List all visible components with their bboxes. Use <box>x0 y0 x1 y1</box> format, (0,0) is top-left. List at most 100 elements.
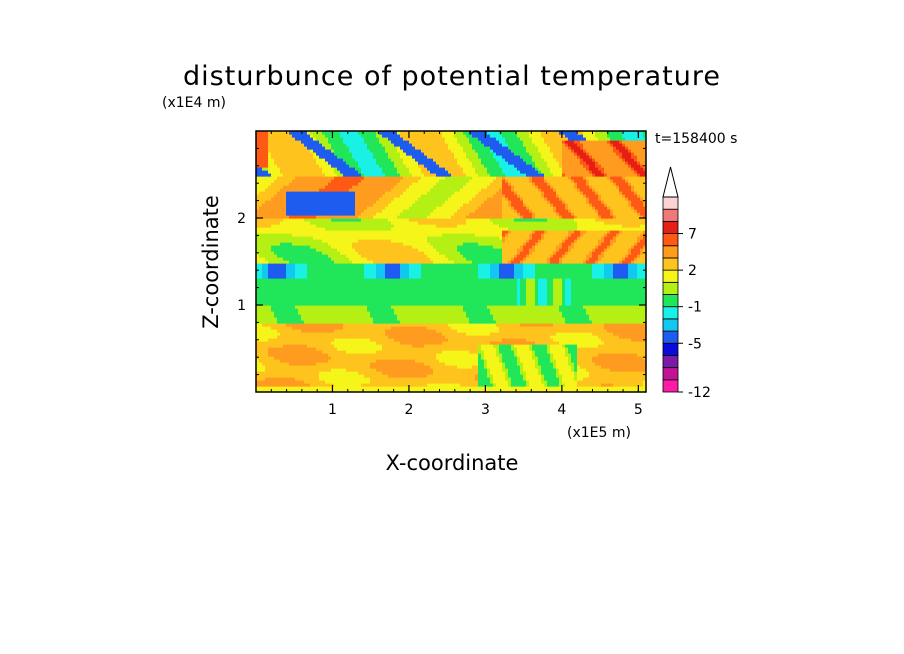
contour-cell <box>556 365 560 369</box>
contour-cell <box>337 365 341 369</box>
contour-cell <box>394 296 398 300</box>
contour-cell <box>283 323 287 327</box>
contour-cell <box>535 383 539 387</box>
contour-cell <box>577 344 581 348</box>
contour-cell <box>562 362 566 366</box>
contour-cell <box>628 371 632 375</box>
contour-cell <box>460 332 464 336</box>
contour-cell <box>484 377 488 381</box>
contour-cell <box>397 365 401 369</box>
contour-cell <box>529 347 533 351</box>
contour-cell <box>640 356 644 360</box>
contour-cell <box>478 347 482 351</box>
contour-cell <box>310 296 314 300</box>
contour-cell <box>277 359 281 363</box>
contour-cell <box>574 302 578 306</box>
contour-cell <box>295 311 299 315</box>
contour-cell <box>391 389 395 392</box>
contour-cell <box>331 362 335 366</box>
contour-cell <box>361 347 365 351</box>
contour-cell <box>265 362 269 366</box>
contour-cell <box>463 386 467 390</box>
contour-cell <box>586 374 590 378</box>
contour-cell <box>289 302 293 306</box>
contour-cell <box>316 356 320 360</box>
contour-cell <box>619 359 623 363</box>
contour-cell <box>343 320 347 324</box>
contour-cell <box>628 293 632 297</box>
contour-cell <box>433 302 437 306</box>
contour-cell <box>403 314 407 318</box>
contour-cell <box>574 374 578 378</box>
contour-cell <box>577 377 581 381</box>
contour-cell <box>622 380 626 384</box>
contour-cell <box>385 368 389 372</box>
contour-cell <box>508 326 512 330</box>
contour-cell <box>595 359 599 363</box>
contour-cell <box>259 338 263 342</box>
contour-cell <box>409 368 413 372</box>
contour-cell <box>274 368 278 372</box>
contour-cell <box>355 353 359 357</box>
contour-cell <box>529 293 533 297</box>
contour-cell <box>382 386 386 390</box>
contour-cell <box>286 293 290 297</box>
contour-cell <box>448 323 452 327</box>
contour-cell <box>535 296 539 300</box>
contour-cell <box>331 305 335 309</box>
contour-cell <box>460 323 464 327</box>
contour-cell <box>640 386 644 390</box>
contour-cell <box>340 302 344 306</box>
contour-cell <box>553 341 557 345</box>
contour-cell <box>598 350 602 354</box>
contour-cell <box>601 344 605 348</box>
contour-cell <box>577 329 581 333</box>
contour-cell <box>583 293 587 297</box>
contour-cell <box>577 320 581 324</box>
contour-cell <box>316 350 320 354</box>
contour-cell <box>607 383 611 387</box>
contour-cell <box>442 389 446 392</box>
contour-cell <box>586 317 590 321</box>
contour-cell <box>268 332 272 336</box>
contour-cell <box>490 290 494 294</box>
contour-cell <box>589 377 593 381</box>
contour-cell <box>448 371 452 375</box>
contour-cell <box>610 341 614 345</box>
contour-cell <box>331 377 335 381</box>
contour-cell <box>496 329 500 333</box>
contour-cell <box>469 371 473 375</box>
contour-cell <box>526 344 530 348</box>
contour-cell <box>412 386 416 390</box>
contour-cell <box>310 365 314 369</box>
contour-cell <box>562 347 566 351</box>
contour-cell <box>451 374 455 378</box>
contour-cell <box>343 365 347 369</box>
contour-cell <box>259 332 263 336</box>
contour-cell <box>289 341 293 345</box>
contour-cell <box>310 374 314 378</box>
contour-cell <box>382 305 386 309</box>
contour-cell <box>514 326 518 330</box>
contour-cell <box>367 323 371 327</box>
contour-cell <box>352 344 356 348</box>
contour-cell <box>280 290 284 294</box>
contour-cell <box>367 350 371 354</box>
contour-cell <box>358 383 362 387</box>
contour-cell <box>352 335 356 339</box>
contour-cell <box>574 293 578 297</box>
contour-cell <box>298 314 302 318</box>
contour-cell <box>385 386 389 390</box>
contour-cell <box>556 311 560 315</box>
contour-cell <box>403 347 407 351</box>
contour-cell <box>589 353 593 357</box>
contour-cell <box>361 386 365 390</box>
contour-cell <box>550 341 554 345</box>
contour-cell <box>535 356 539 360</box>
contour-cell <box>442 302 446 306</box>
contour-cell <box>529 332 533 336</box>
contour-cell <box>310 368 314 372</box>
contour-cell <box>436 299 440 303</box>
contour-cell <box>394 365 398 369</box>
contour-cell <box>277 353 281 357</box>
